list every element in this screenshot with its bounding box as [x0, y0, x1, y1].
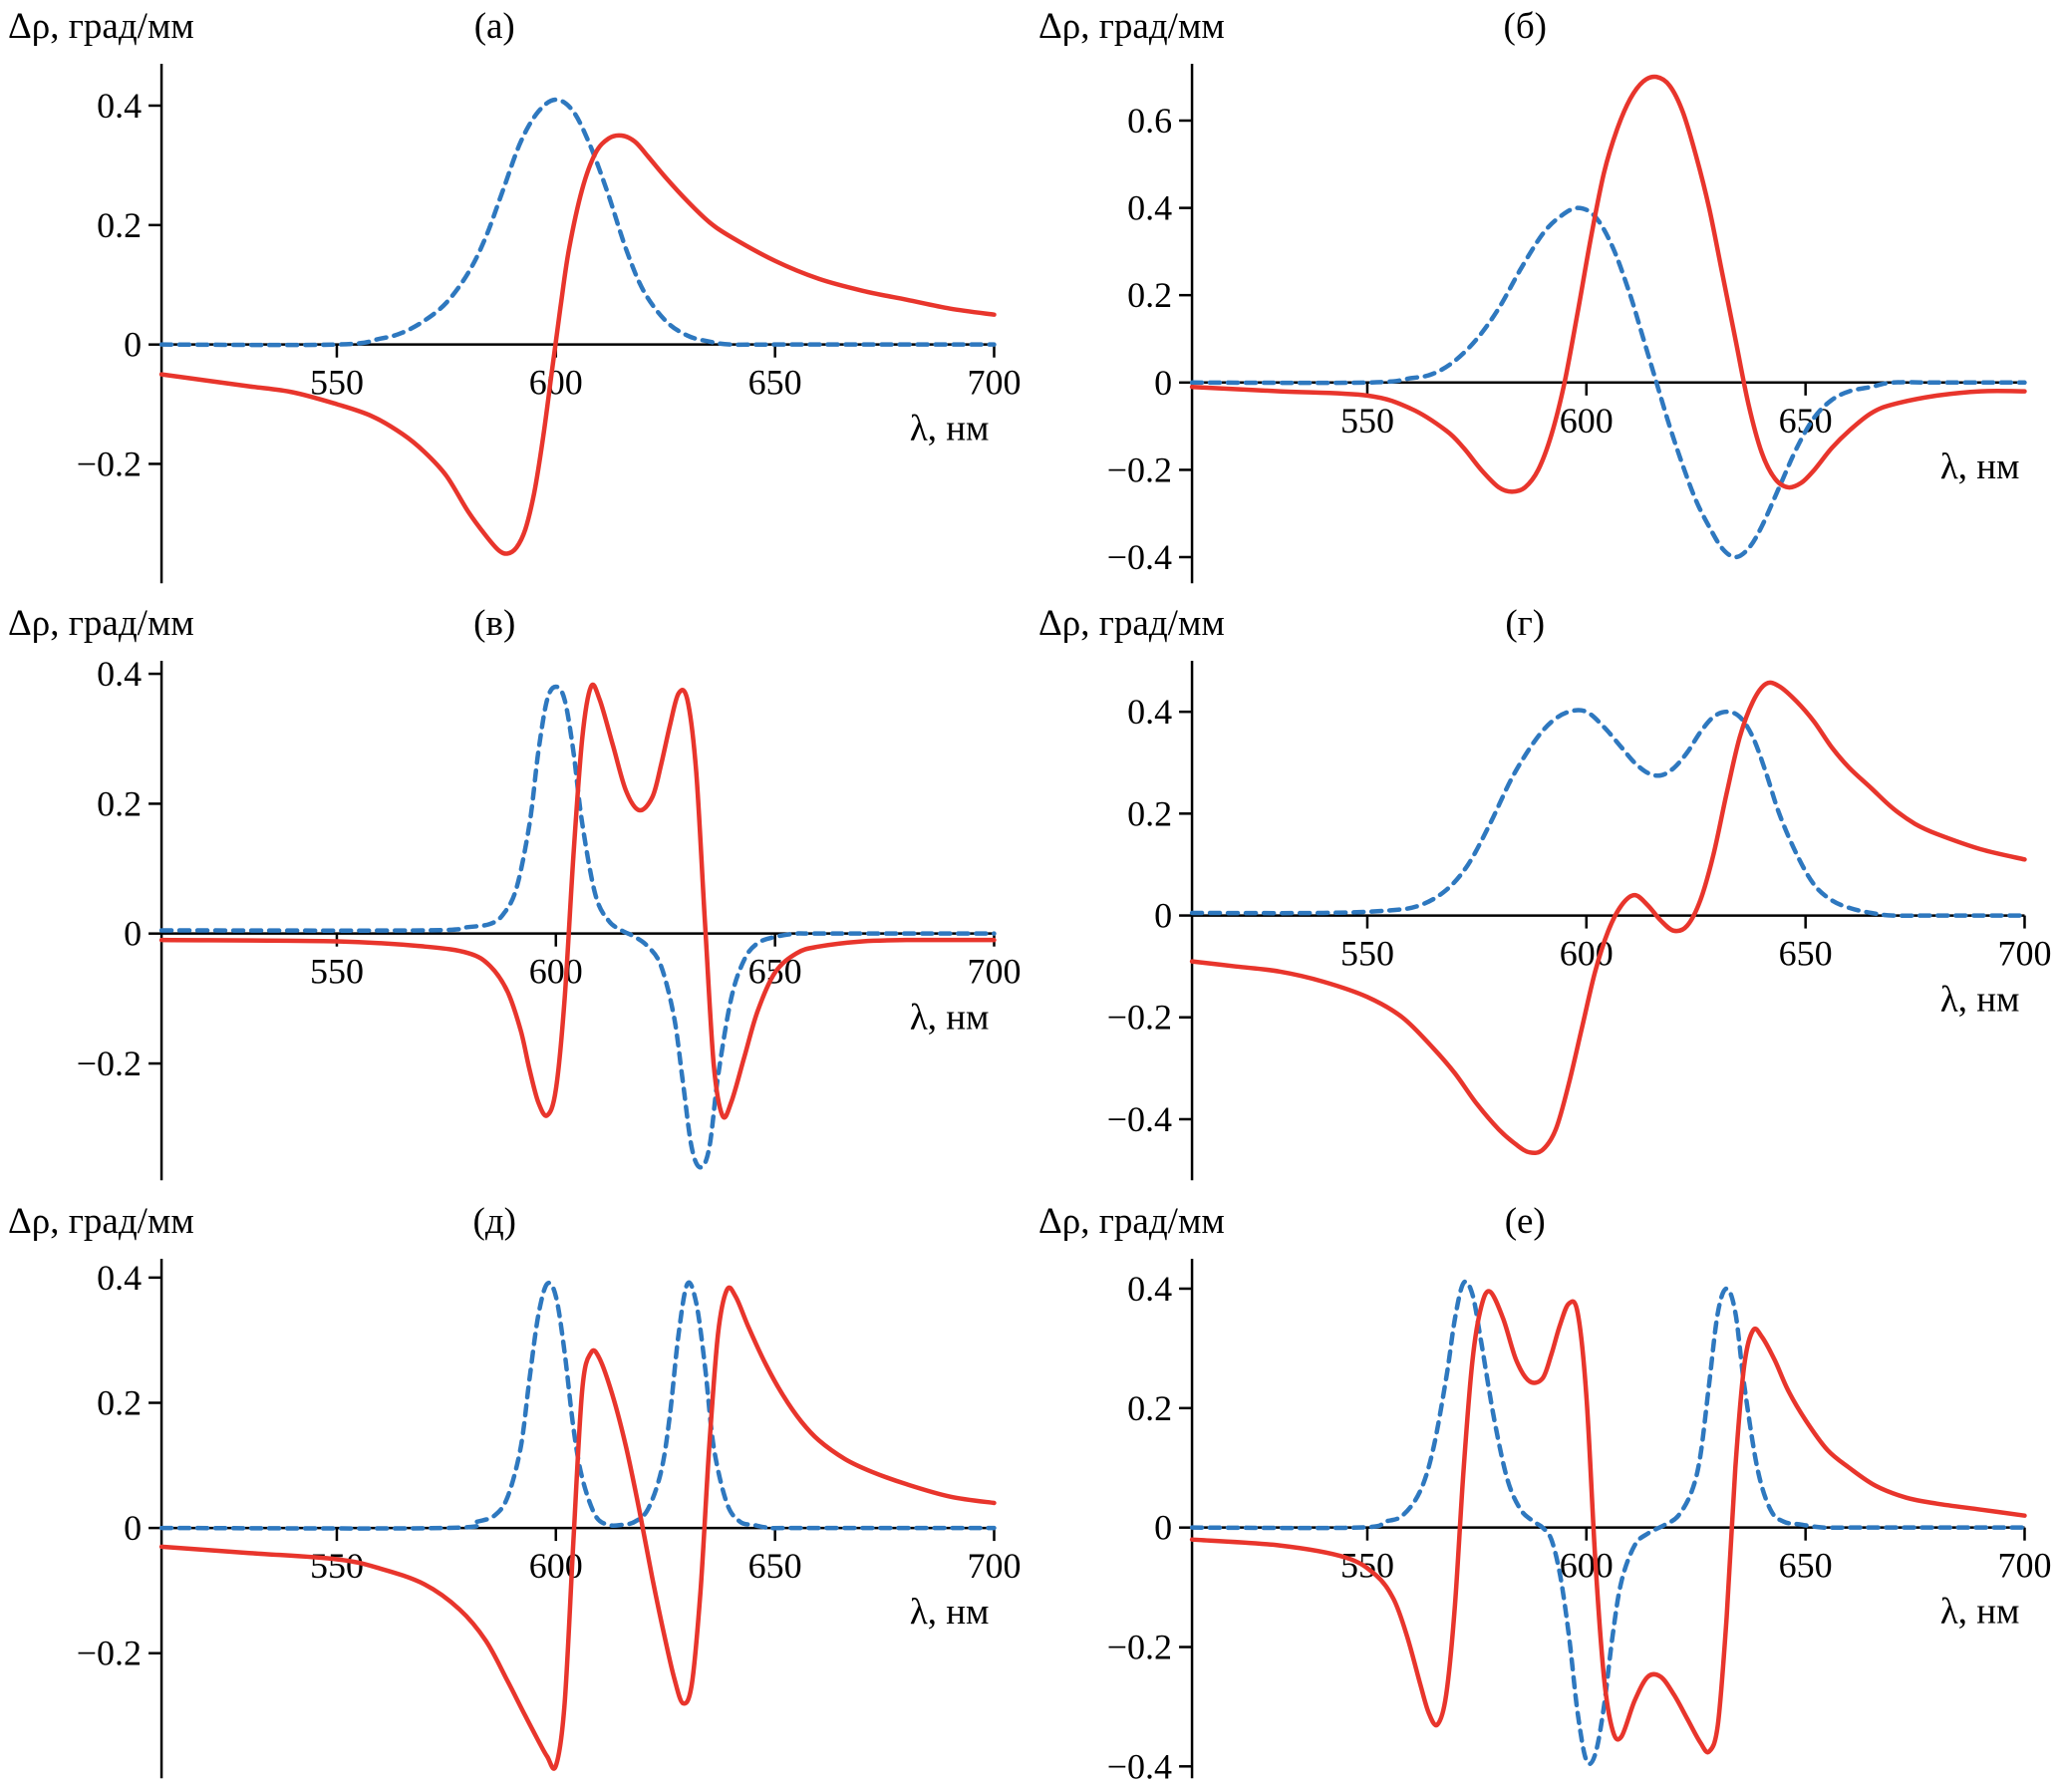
panel-label: (в)	[473, 603, 515, 644]
x-tick-label: 550	[310, 952, 364, 992]
chart-panel-4: 550 600 650 700 0.4 0.2 0 −0.2 −0.4 Δρ, град/мм (г…	[1030, 597, 2060, 1194]
series-solid-red	[158, 683, 997, 1120]
y-tick-label: 0.2	[1127, 275, 1172, 315]
y-tick-label: 0.4	[97, 1258, 142, 1298]
panel-label: (е)	[1504, 1201, 1545, 1242]
y-tick-label: 0.2	[97, 205, 142, 245]
panel-label: (г)	[1505, 603, 1545, 644]
x-tick-label: 650	[748, 363, 802, 403]
y-tick-label: 0.2	[97, 1382, 142, 1422]
y-tick-label: 0	[124, 914, 142, 954]
y-tick-label: 0.2	[1127, 794, 1172, 834]
series-dashed-blue	[158, 685, 997, 1170]
x-tick-label: 550	[310, 363, 364, 403]
series-solid-red	[158, 1285, 997, 1771]
x-axis-title: λ, нм	[910, 1592, 990, 1633]
x-tick-label: 650	[1778, 1545, 1832, 1585]
x-tick-label: 600	[529, 952, 583, 992]
x-tick-label: 650	[1778, 934, 1832, 974]
y-tick-label: 0.4	[97, 86, 142, 126]
y-tick-label: −0.4	[1106, 1746, 1171, 1786]
y-tick-label: −0.2	[77, 1633, 142, 1672]
x-tick-label: 600	[529, 363, 583, 403]
x-tick-label: 700	[967, 1546, 1021, 1586]
y-tick-label: 0.4	[1127, 188, 1172, 228]
series-dashed-blue	[158, 97, 997, 348]
x-axis-title: λ, нм	[910, 409, 990, 449]
panel-label: (а)	[474, 6, 515, 47]
x-tick-label: 650	[748, 1546, 802, 1586]
y-tick-label: 0	[1154, 896, 1172, 936]
y-axis-title: Δρ, град/мм	[8, 1201, 194, 1242]
x-tick-label: 550	[310, 1546, 364, 1586]
y-tick-label: 0.2	[97, 784, 142, 824]
chart-panel-6: 550 600 650 700 0.4 0.2 0 −0.2 −0.4 Δρ, град/мм (е…	[1030, 1195, 2060, 1792]
series-solid-red	[1189, 74, 2027, 494]
y-tick-label: 0	[124, 1508, 142, 1548]
x-tick-label: 700	[967, 363, 1021, 403]
y-tick-label: −0.2	[77, 444, 142, 483]
y-tick-label: 0.4	[1127, 693, 1172, 733]
series-solid-red	[1189, 681, 2027, 1156]
series-dashed-blue	[1189, 205, 2027, 560]
x-tick-label: 550	[1339, 401, 1393, 441]
x-tick-label: 600	[1559, 401, 1613, 441]
y-tick-label: 0	[1154, 363, 1172, 403]
chart-panel-3: 550 600 650 700 0.4 0.2 0 −0.2 Δρ, град/мм (в) λ, …	[0, 597, 1030, 1194]
x-tick-label: 600	[1559, 1545, 1613, 1585]
x-tick-label: 700	[1997, 1545, 2051, 1585]
chart-panel-1: 550 600 650 700 0.4 0.2 0 −0.2 Δρ, град/мм (а) λ, …	[0, 0, 1030, 597]
y-axis-title: Δρ, град/мм	[8, 603, 194, 644]
y-tick-label: 0.6	[1127, 101, 1172, 141]
series-solid-red	[158, 133, 997, 556]
y-tick-label: 0.2	[1127, 1387, 1172, 1427]
y-tick-label: −0.2	[1106, 1627, 1171, 1666]
x-axis-title: λ, нм	[1939, 1591, 2019, 1632]
y-axis-title: Δρ, град/мм	[8, 6, 194, 47]
x-axis-title: λ, нм	[1939, 447, 2019, 487]
y-tick-label: −0.4	[1106, 1099, 1171, 1139]
y-tick-label: −0.2	[1106, 449, 1171, 489]
y-tick-label: 0.4	[1127, 1269, 1172, 1309]
y-tick-label: 0	[124, 325, 142, 365]
chart-panel-2: 550 600 650 0.6 0.4 0.2 0 −0.2 −0.4 Δρ, град/мм (б…	[1030, 0, 2060, 597]
panel-label: (д)	[473, 1201, 516, 1242]
y-tick-label: 0	[1154, 1507, 1172, 1547]
y-axis-title: Δρ, град/мм	[1038, 6, 1225, 47]
chart-svg: 550 600 650 700 0.4 0.2 0 −0.2 Δρ, град/мм (а) λ, …	[8, 6, 1021, 584]
x-tick-label: 700	[967, 952, 1021, 992]
series-dashed-blue	[1189, 1279, 2027, 1766]
y-tick-label: −0.2	[1106, 998, 1171, 1038]
y-tick-label: 0.4	[97, 654, 142, 694]
series-dashed-blue	[158, 1280, 997, 1531]
y-tick-label: −0.2	[77, 1044, 142, 1083]
chart-panel-5: 550 600 650 700 0.4 0.2 0 −0.2 Δρ, град/мм (д) λ, …	[0, 1195, 1030, 1792]
series-solid-red	[1189, 1289, 2027, 1754]
y-axis-title: Δρ, град/мм	[1038, 1201, 1225, 1242]
y-tick-label: −0.4	[1106, 537, 1171, 577]
x-tick-label: 550	[1339, 934, 1393, 974]
y-axis-title: Δρ, град/мм	[1038, 603, 1225, 644]
series-dashed-blue	[1189, 708, 2027, 919]
x-axis-title: λ, нм	[1939, 980, 2019, 1021]
panel-label: (б)	[1503, 6, 1546, 47]
x-axis-title: λ, нм	[910, 998, 990, 1039]
x-tick-label: 700	[1997, 934, 2051, 974]
